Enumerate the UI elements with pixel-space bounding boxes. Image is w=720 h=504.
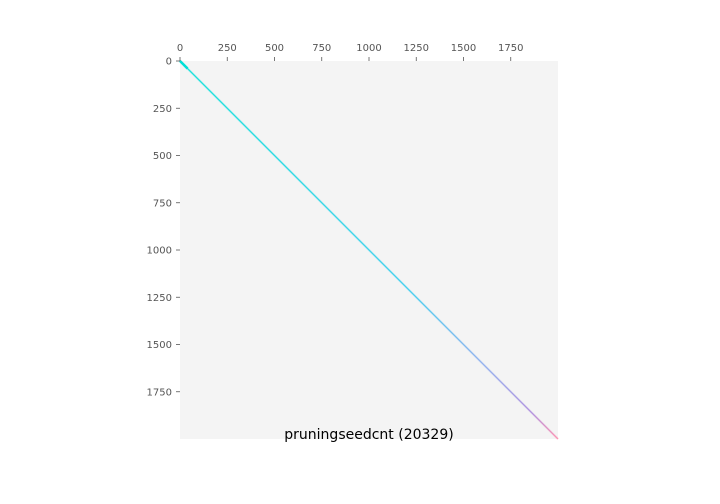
y-tick-label: 0: [166, 57, 172, 68]
x-tick-label: 750: [312, 43, 331, 54]
diagonal-line: [179, 60, 559, 440]
y-tick-label: 1750: [147, 387, 172, 398]
y-tick-label: 250: [153, 104, 172, 115]
x-tick-label: 0: [177, 43, 183, 54]
chart-title: pruningseedcnt (20329): [284, 427, 453, 443]
y-axis: 0 250 500 750 1000 1250 1500 1750: [147, 57, 180, 398]
x-tick-label: 1250: [404, 43, 429, 54]
y-tick-label: 750: [153, 198, 172, 209]
y-tick-label: 500: [153, 151, 172, 162]
x-tick-label: 500: [265, 43, 284, 54]
y-tick-label: 1250: [147, 293, 172, 304]
diagonal-origin-cluster: [179, 60, 189, 70]
diagonal-band: [179, 60, 559, 440]
x-tick-label: 1500: [451, 43, 476, 54]
x-tick-label: 1000: [356, 43, 381, 54]
x-tick-label: 250: [218, 43, 237, 54]
x-axis: 0 250 500 750 1000 1250 1500 1750: [177, 43, 523, 61]
x-tick-label: 1750: [498, 43, 523, 54]
y-tick-label: 1500: [147, 340, 172, 351]
y-tick-label: 1000: [147, 246, 172, 257]
